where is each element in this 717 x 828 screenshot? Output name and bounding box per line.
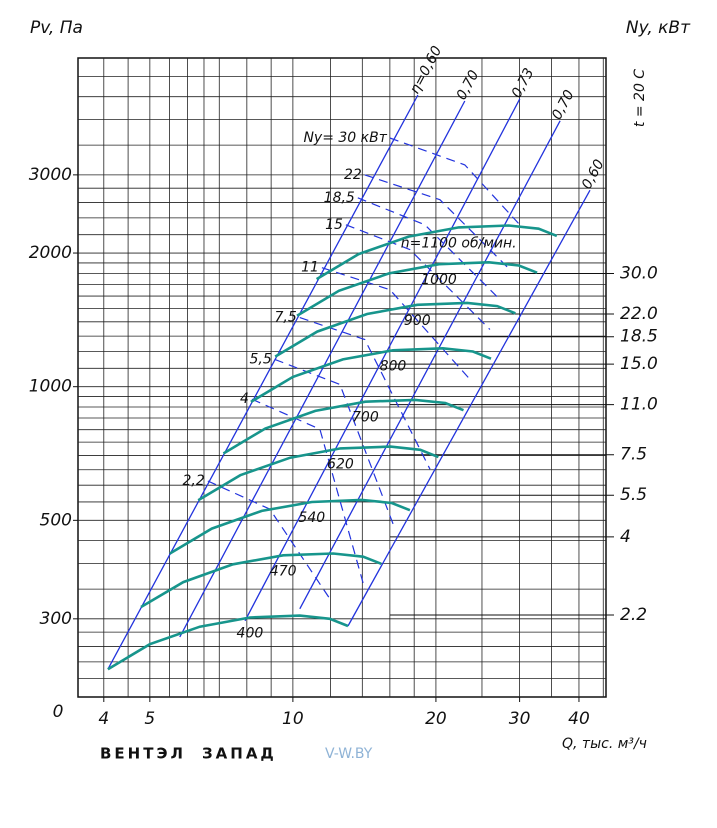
power-line: [251, 398, 366, 590]
rpm-label: 700: [352, 410, 379, 426]
efficiency-line: [179, 100, 466, 638]
rpm-label: 620: [327, 456, 354, 472]
power-label: 22: [344, 167, 362, 183]
rpm-curve: [274, 301, 516, 358]
power-label: 15: [325, 217, 343, 233]
efficiency-line: [299, 120, 561, 610]
rpm-label: 400: [237, 626, 264, 642]
rpm-curve: [197, 445, 439, 502]
efficiency-label: 0,70: [454, 68, 483, 103]
rpm-curve: [107, 614, 349, 671]
x-tick-label: 40: [568, 709, 590, 729]
rpm-curve: [296, 260, 538, 317]
power-label: 2,2: [182, 473, 204, 489]
y-tick-label: 2000: [29, 243, 72, 263]
power-line: [357, 197, 501, 301]
y-tick-label: 3000: [29, 165, 72, 185]
rpm-label: 1000: [421, 272, 457, 288]
y2-tick-label: 5.5: [620, 485, 647, 505]
efficiency-line: [244, 98, 521, 622]
efficiency-line: [107, 94, 419, 670]
x-tick-label: 20: [425, 709, 447, 729]
power-label: 5,5: [250, 351, 272, 367]
power-line: [364, 174, 511, 271]
power-line: [389, 137, 521, 226]
y2-tick-label: 15.0: [620, 354, 658, 374]
plot-frame: [77, 57, 607, 698]
y-tick-label: 500: [40, 510, 72, 530]
power-label: 18,5: [324, 190, 355, 206]
y2-tick-label: 18.5: [620, 327, 658, 347]
x-axis-label: Q, тыс. м³/ч: [562, 736, 647, 752]
x-tick-label: 5: [144, 709, 155, 729]
power-line: [274, 358, 396, 530]
rpm-curve: [315, 224, 558, 281]
rpm-label: n=1100 об/мин.: [401, 235, 517, 251]
y2-tick-label: 30.0: [620, 264, 658, 284]
y2-tick-label: 4: [620, 527, 631, 547]
y2-tick-label: 22.0: [620, 304, 658, 324]
rpm-label: 540: [298, 510, 325, 526]
rpm-label: 800: [380, 358, 407, 374]
y2-tick-label: 11.0: [620, 395, 658, 415]
efficiency-label: 0,73: [509, 66, 538, 101]
brand-part: ЗАПАД: [202, 745, 277, 763]
efficiency-label: 0,70: [549, 87, 578, 122]
origin-label: 0: [53, 702, 64, 722]
site: V-W.BY: [325, 746, 373, 762]
rpm-label: 470: [270, 563, 297, 579]
power-label: Ny= 30 кВт: [303, 130, 387, 146]
brand-part: ВЕНТЭЛ: [100, 745, 186, 763]
power-label: 11: [301, 260, 319, 276]
y-tick-label: 300: [40, 609, 72, 629]
power-label: 4: [240, 391, 249, 407]
rpm-curve: [169, 498, 411, 555]
temperature-note: t = 20 С: [632, 69, 648, 127]
y2-tick-label: 7.5: [620, 445, 647, 465]
power-line: [345, 224, 491, 330]
x-tick-label: 4: [98, 709, 109, 729]
rpm-curve: [222, 398, 464, 455]
y2-axis-label: Ny, кВт: [626, 18, 691, 38]
y2-tick-label: 2.2: [620, 605, 647, 625]
rpm-label: 900: [404, 313, 431, 329]
power-line: [207, 480, 331, 600]
efficiency-label: η=0,60: [407, 43, 445, 96]
y-axis-label: Pv, Па: [30, 18, 83, 38]
power-line: [299, 317, 431, 470]
rpm-curve: [250, 346, 492, 404]
x-tick-label: 30: [509, 709, 531, 729]
y-tick-label: 1000: [29, 377, 72, 397]
efficiency-line: [347, 189, 591, 627]
x-tick-label: 10: [282, 709, 304, 729]
rpm-curve: [140, 552, 382, 609]
power-label: 7,5: [275, 310, 297, 326]
